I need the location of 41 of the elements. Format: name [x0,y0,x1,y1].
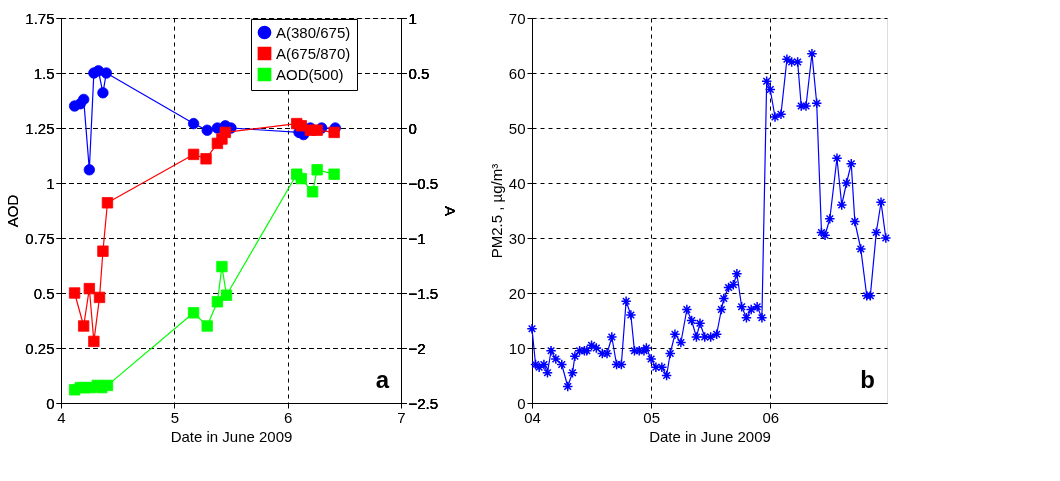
legend-label: A(675/870) [276,44,351,62]
y-tick-label: 70 [508,9,526,27]
x-tick-label: 05 [643,408,660,426]
y-axis-title: AOD [4,194,22,228]
x-tick-label: 7 [397,408,406,426]
y2-tick-label: −1 [408,229,426,247]
y2-tick-label: 0.5 [408,64,430,82]
y-tick-label: 60 [508,64,526,82]
x-axis-title: Date in June 2009 [170,427,293,445]
annotation: a [375,366,390,393]
legend-label: A(380/675) [276,23,351,41]
x-tick-label: 04 [524,408,541,426]
y2-tick-label: −1.5 [408,284,439,302]
x-tick-label: 4 [57,408,66,426]
y2-tick-label: 1 [408,9,417,27]
y2-axis-title: A [442,205,460,217]
x-tick-label: 5 [170,408,180,426]
y-tick-label: 0 [46,394,55,412]
y-tick-label: 50 [508,119,526,137]
y-tick-label: 1.25 [25,119,55,137]
y-tick-label: 10 [508,339,526,357]
y2-tick-label: −0.5 [408,174,439,192]
y-tick-label: 40 [508,174,526,192]
y-tick-label: 30 [508,229,526,247]
y-tick-label: 20 [508,284,526,302]
y-tick-label: 1.75 [25,9,55,27]
y-tick-label: 0.25 [25,339,55,357]
y-tick-label: 0.5 [33,284,55,302]
y-tick-label: 0 [517,394,526,412]
y2-tick-label: −2.5 [408,394,439,412]
y2-tick-label: 0 [408,119,417,137]
legend-label: AOD(500) [276,65,344,83]
y2-tick-label: −2 [408,339,426,357]
annotation: b [860,366,875,393]
y-axis-title: PM2.5 , µg/m³ [487,163,505,259]
x-axis-title: Date in June 2009 [649,427,771,445]
y-tick-label: 0.75 [25,229,55,247]
y-tick-label: 1.5 [33,64,55,82]
y-tick-label: 1 [46,174,55,192]
x-tick-label: 6 [283,408,293,426]
x-tick-label: 06 [762,408,780,426]
